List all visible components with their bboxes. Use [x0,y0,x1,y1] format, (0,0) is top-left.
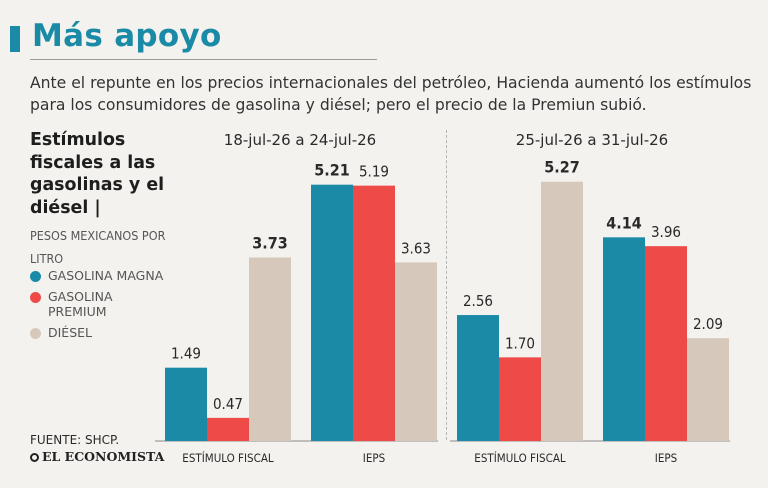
bar-p2-estimulo-s3 [541,181,583,441]
period-label-2: 25-jul-26 a 31-jul-26 [516,131,668,149]
brand-name: EL ECONOMISTA [42,449,165,464]
bar-p1-ieps-s3 [395,262,437,441]
legend-item-premium: GASOLINA PREMIUM [30,289,170,319]
legend-item-diesel: DIÉSEL [30,325,170,340]
data-label-p2-g2-s3: 2.09 [693,315,723,333]
data-label-p2-g2-s2: 3.96 [651,223,681,241]
legend-item-magna: GASOLINA MAGNA [30,268,170,283]
category-label-p2-g1: ESTÍMULO FISCAL [474,450,566,465]
data-label-p2-g2-s1: 4.14 [606,213,642,232]
bar-p1-ieps-s1 [311,184,353,441]
legend-label-diesel: DIÉSEL [48,325,93,340]
category-label-p1-g1: ESTÍMULO FISCAL [182,450,274,465]
bar-p2-ieps-s3 [687,338,729,441]
data-label-p1-g2-s2: 5.19 [359,163,389,181]
title-accent-bar [10,26,20,52]
title-divider [30,59,377,60]
data-label-p2-g1-s2: 1.70 [505,334,535,352]
legend-swatch-premium [30,292,41,303]
units-label: PESOS MEXICANOS POR LITRO [30,228,166,266]
data-label-p2-g1-s3: 5.27 [544,158,580,177]
bar-p2-ieps-s2 [645,246,687,441]
legend-swatch-diesel [30,328,41,339]
bar-p1-estimulo-s2 [207,417,249,441]
bar-p2-estimulo-s1 [457,315,499,441]
data-label-p1-g1-s3: 3.73 [252,233,288,252]
bar-p2-estimulo-s2 [499,357,541,441]
bar-p1-estimulo-s1 [165,367,207,441]
category-label-p1-g2: IEPS [363,451,385,465]
legend-label-magna: GASOLINA MAGNA [48,268,164,283]
source-note: FUENTE: SHCP. [30,433,120,447]
legend: GASOLINA MAGNA GASOLINA PREMIUM DIÉSEL [30,268,170,346]
data-label-p2-g1-s1: 2.56 [463,292,493,310]
bar-p1-ieps-s2 [353,185,395,441]
period-label-1: 18-jul-26 a 24-jul-26 [224,131,376,149]
brand-logo: EL ECONOMISTA [30,449,164,464]
data-label-p1-g1-s1: 1.49 [171,345,201,363]
data-label-p1-g1-s2: 0.47 [213,395,243,413]
chart-side-title: Estímulos fiscales a las gasolinas y el … [30,130,165,218]
data-label-p1-g2-s3: 3.63 [401,239,431,257]
legend-label-premium: GASOLINA PREMIUM [48,289,113,319]
data-label-p1-g2-s1: 5.21 [314,161,350,180]
bar-p1-estimulo-s3 [249,257,291,441]
brand-mark-icon [30,453,39,462]
category-label-p2-g2: IEPS [655,451,677,465]
bar-p2-ieps-s1 [603,237,645,441]
panel-divider [446,130,447,440]
legend-swatch-magna [30,271,41,282]
page-subtitle: Ante el repunte en los precios internaci… [30,74,752,114]
page-title: Más apoyo [32,18,222,54]
